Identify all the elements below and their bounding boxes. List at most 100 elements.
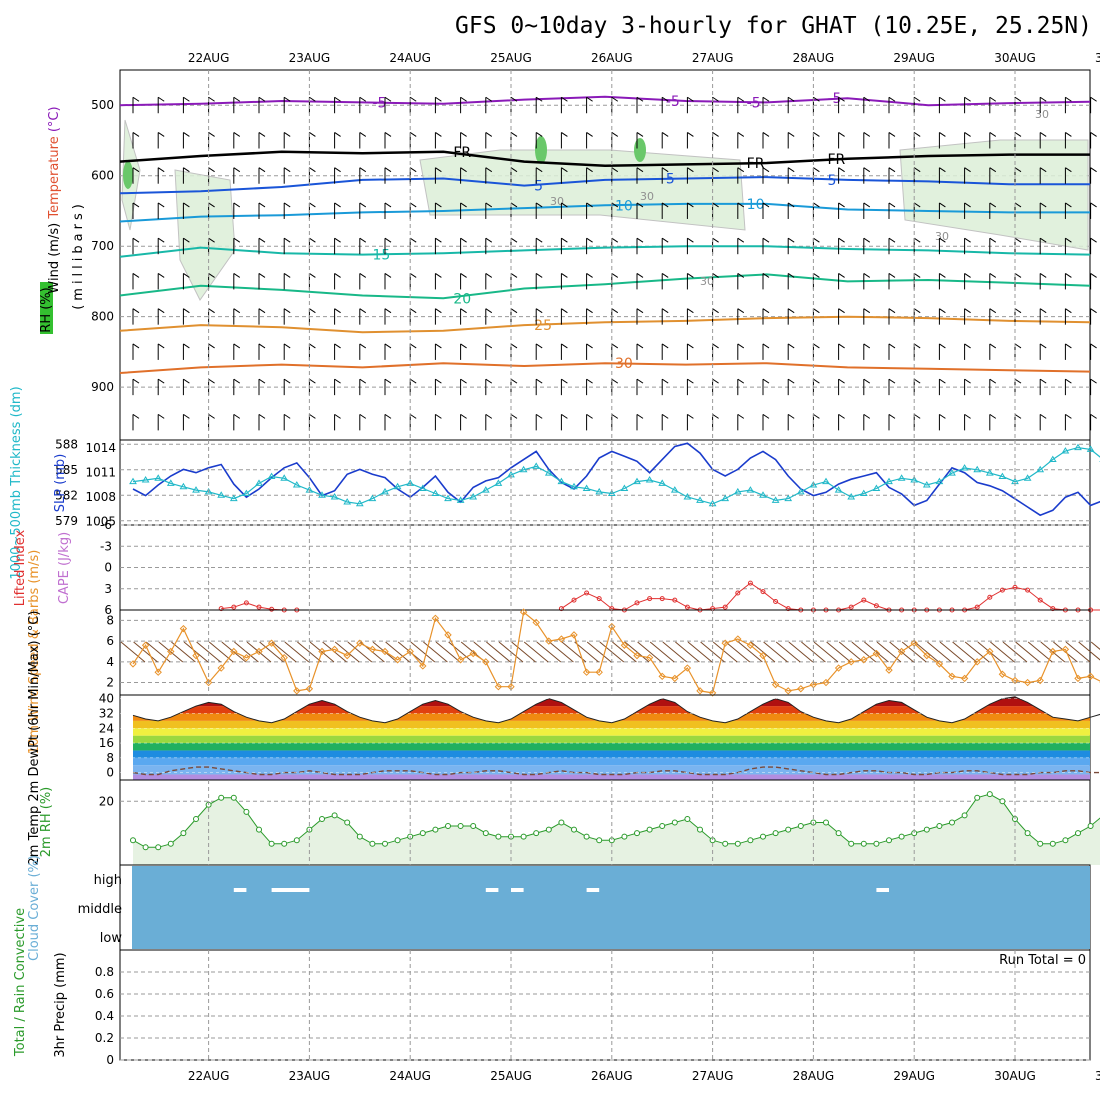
- wind-barb-flag: [132, 96, 140, 102]
- wind-speed-point: [431, 614, 440, 622]
- wind-barb-flag: [712, 273, 719, 278]
- slp-tick-label: 1011: [85, 466, 116, 480]
- wind-barb-flag: [132, 343, 140, 349]
- wind-barb-flag: [661, 237, 669, 243]
- wind-barb-flag: [1090, 167, 1097, 173]
- panel-precip: 0 0.2 0.4 0.6 0.8 Run Total = 0 Total / Rain…: [13, 908, 1091, 1067]
- wind-barb-flag: [712, 132, 719, 137]
- wind-barb-flag: [661, 343, 669, 349]
- wind-barb-flag: [132, 202, 140, 208]
- wind-barb-flag: [762, 167, 770, 173]
- rh-shade-region: [174, 169, 236, 301]
- wind-speed-point: [1036, 676, 1044, 685]
- wind-speed-point: [255, 647, 263, 656]
- temperature-tick-label: 40: [99, 692, 114, 706]
- wind-barb-flag: [359, 132, 367, 137]
- wind-speed-point: [885, 666, 893, 674]
- wind-barb-flag: [687, 273, 694, 278]
- wind-barb-flag: [863, 308, 871, 314]
- wind-barb-flag: [460, 167, 467, 173]
- precip-frame: [119, 949, 1091, 1061]
- isotherm-line: [119, 362, 1091, 374]
- wind-barb-flag: [863, 343, 871, 349]
- wind-speed-line: [132, 610, 1100, 694]
- rh2m-point: [974, 794, 981, 801]
- wind-barb-flag: [183, 96, 190, 102]
- wind-barb-flag: [208, 132, 215, 137]
- wind-barb-flag: [888, 343, 896, 349]
- wind-barb-flag: [561, 413, 568, 419]
- wind-speed-point: [960, 674, 969, 683]
- wind-barb-flag: [687, 308, 694, 314]
- wind-barb-flag: [460, 308, 467, 314]
- wind-barb-flag: [1090, 202, 1097, 208]
- rh2m-point: [533, 830, 540, 837]
- wind-barb-flag: [813, 202, 820, 208]
- wind-barb-flag: [787, 308, 795, 314]
- wind-barb-flag: [258, 96, 266, 102]
- lifted-index-point: [596, 596, 602, 602]
- wind-barb-10m: [712, 641, 738, 663]
- wind-barb-flag: [1065, 167, 1072, 173]
- wind-barb-flag: [611, 167, 619, 173]
- wind-barb-flag: [989, 237, 997, 243]
- thickness-point: [318, 491, 326, 498]
- wind-barb-flag: [334, 343, 341, 349]
- wind-barb-flag: [283, 413, 291, 419]
- wind-barb-flag: [535, 273, 543, 278]
- wind-barb-flag: [737, 343, 745, 349]
- wind-barb-10m: [423, 641, 448, 663]
- thickness-point: [154, 474, 163, 481]
- rh2m-point: [785, 826, 792, 833]
- isotherm-label-extra: 5: [666, 172, 675, 188]
- wind-barb-flag: [283, 237, 291, 243]
- thickness-point: [267, 472, 276, 480]
- wind-barb-10m: [826, 641, 851, 663]
- wind-barb-flag: [636, 96, 644, 102]
- wind-barb-flag: [964, 273, 971, 278]
- wind-barb-flag: [384, 96, 392, 102]
- wind-barb-flag: [813, 308, 820, 314]
- wind-barb-flag: [460, 96, 467, 102]
- wind-barb-flag: [989, 202, 997, 208]
- thickness-point: [759, 491, 767, 498]
- wind-barb-flag: [913, 96, 921, 102]
- cloud-level-label: high: [94, 873, 122, 888]
- wind-barb-flag: [1039, 308, 1047, 314]
- wind-barb-flag: [334, 96, 341, 102]
- wind-barb-flag: [561, 308, 568, 314]
- rh2m-point: [722, 840, 729, 847]
- wind-barb-flag: [888, 237, 896, 243]
- wind-barb-flag: [561, 273, 568, 278]
- wind-barb-10m: [775, 641, 801, 663]
- wind-barb-flag: [989, 378, 997, 384]
- wind-barb-10m: [208, 641, 234, 663]
- thickness-point: [910, 475, 919, 483]
- wind-barb-flag: [435, 202, 442, 208]
- wind-barb-10m: [133, 641, 158, 663]
- wind-barb-flag: [636, 308, 644, 314]
- rh2m-point: [1049, 840, 1056, 847]
- wind-barb-flag: [157, 308, 165, 314]
- thickness-point: [746, 486, 755, 493]
- wind-barb-flag: [939, 237, 946, 243]
- isotherm-line: [119, 273, 1091, 300]
- thickness-point: [1023, 474, 1032, 481]
- wind-barb-flag: [409, 132, 417, 137]
- wind-barb-flag: [435, 378, 442, 384]
- wind-speed-point: [1074, 674, 1082, 683]
- thickness-point: [141, 475, 150, 483]
- cloud-cover-fill: [132, 866, 1090, 949]
- rh2m-point: [155, 844, 162, 851]
- wind-barb-flag: [661, 167, 669, 173]
- wind-barb-flag: [535, 167, 543, 173]
- date-label-top: 28AUG: [793, 51, 835, 65]
- wind-barb-flag: [964, 378, 971, 384]
- wind-barb-10m: [763, 641, 788, 663]
- wind-tick-label: 2: [106, 676, 114, 690]
- wind-speed-point: [986, 647, 994, 656]
- wind-barb-10m: [120, 641, 146, 663]
- thickness-point: [733, 487, 742, 495]
- lifted-index-point: [571, 597, 577, 603]
- wind-barb-flag: [762, 202, 770, 208]
